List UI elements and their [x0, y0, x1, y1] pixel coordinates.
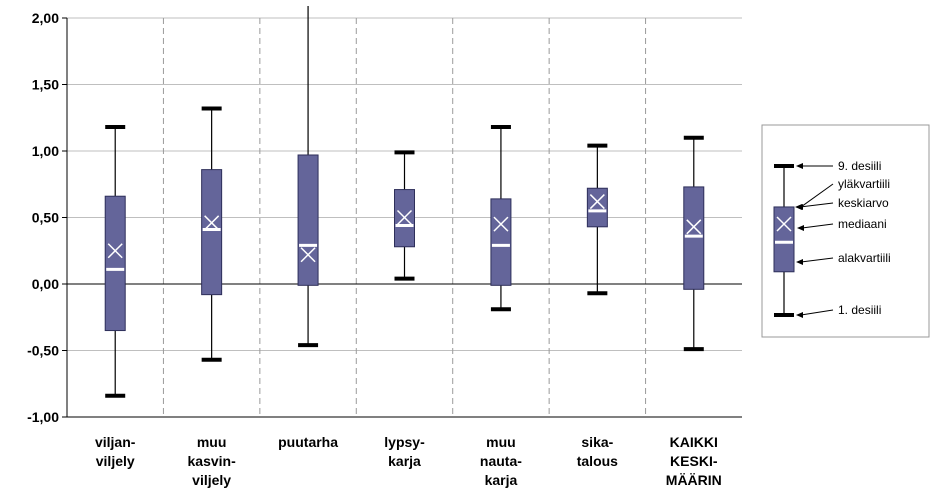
x-category-label: puutarha [278, 434, 338, 450]
box-6 [683, 135, 705, 352]
legend-arrow-head [796, 259, 803, 265]
legend-arrow-head [796, 163, 803, 169]
mean-marker-b [686, 219, 702, 235]
legend-arrow-line [800, 309, 834, 316]
x-category-label: talous [577, 453, 618, 469]
x-category-label: viljely [96, 453, 135, 469]
legend-box-example [773, 164, 795, 317]
legend-arrow-line [801, 223, 834, 229]
iqr-box [586, 187, 608, 228]
iqr-box [297, 154, 319, 286]
x-category-label: MÄÄRIN [666, 472, 722, 488]
box-3 [394, 150, 415, 281]
x-category-label: nauta- [480, 453, 522, 469]
x-category-label: lypsy- [384, 434, 425, 450]
box-4 [490, 125, 512, 312]
x-category-label: muu [197, 434, 227, 450]
iqr-box [201, 169, 223, 296]
legend-arrow-line [799, 202, 834, 208]
mean-marker-b [300, 247, 316, 263]
legend-label: yläkvartiili [838, 177, 890, 191]
legend-label: alakvartiili [838, 251, 891, 265]
x-category-label: karja [485, 472, 518, 488]
y-tick-label: 1,00 [32, 143, 59, 159]
legend-label: keskiarvo [838, 196, 889, 210]
mean-marker-b [589, 194, 605, 210]
y-tick-label: 2,00 [32, 10, 59, 26]
legend-arrow-line [800, 257, 834, 263]
x-category-label: KAIKKI [670, 434, 718, 450]
iqr-box [683, 186, 705, 290]
y-tick-label: -1,00 [27, 409, 59, 425]
mean-marker-b [493, 216, 509, 232]
legend-iqr-box [773, 206, 795, 273]
box-0 [104, 125, 126, 398]
y-tick-labels: 2,00 1,50 1,00 0,50 0,00 -0,50 -1,00 [27, 10, 59, 425]
legend-arrow-line [800, 183, 834, 208]
legend-label: 9. desiili [838, 159, 881, 173]
x-category-label: kasvin- [188, 453, 237, 469]
box-1 [201, 106, 223, 362]
x-category-label: viljely [192, 472, 231, 488]
legend-arrow-head [796, 312, 803, 318]
legend-arrow-head [795, 204, 802, 210]
x-category-label: sika- [581, 434, 613, 450]
axes [62, 17, 742, 418]
box-2 [297, 6, 319, 348]
y-tick-label: -0,50 [27, 343, 59, 359]
iqr-box [104, 195, 126, 332]
legend-arrow-head [797, 225, 804, 231]
mean-marker-b [396, 209, 413, 226]
x-category-label: karja [388, 453, 421, 469]
x-category-labels: viljan-viljely muu kasvin-viljely puutarha l… [95, 434, 722, 488]
y-tick-label: 0,00 [32, 276, 59, 292]
y-tick-label: 0,50 [32, 210, 59, 226]
legend-mean-marker-b [776, 216, 792, 232]
mean-marker-b [107, 243, 123, 259]
iqr-box [490, 198, 512, 286]
box-5 [586, 143, 608, 296]
category-separators [162, 18, 647, 417]
mean-marker-b [204, 215, 220, 231]
boxes [104, 6, 705, 398]
legend-label: 1. desiili [838, 303, 881, 317]
y-tick-label: 1,50 [32, 77, 59, 93]
legend: 9. desiili yläkvartiili keskiarvo mediaani a… [761, 124, 930, 338]
x-category-label: muu [486, 434, 516, 450]
legend-label: mediaani [838, 217, 887, 231]
x-category-label: KESKI- [670, 453, 718, 469]
x-category-label: viljan- [95, 434, 136, 450]
